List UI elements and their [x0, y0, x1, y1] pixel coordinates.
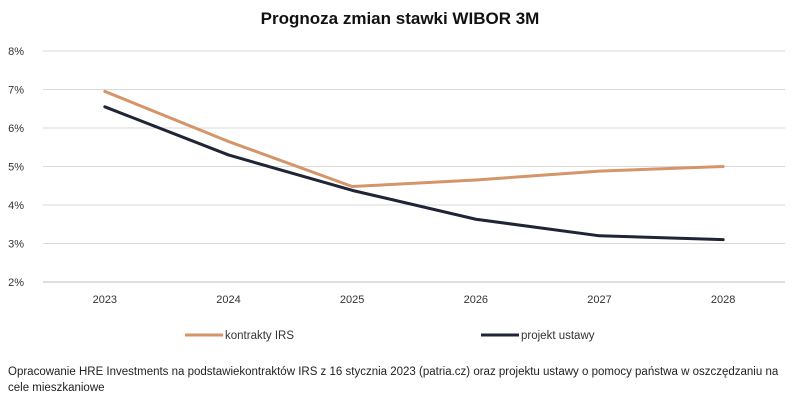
x-tick-label: 2023 [93, 294, 117, 306]
series-line-kontrakty-irs [103, 89, 725, 189]
chart-title: Prognoza zmian stawki WIBOR 3M [261, 9, 540, 28]
y-tick-label: 6% [8, 123, 24, 135]
y-tick-label: 8% [8, 46, 24, 58]
source-note: Opracowanie HRE Investments na podstawie… [8, 366, 779, 394]
series-line-projekt-ustawy [103, 105, 725, 242]
x-tick-label: 2028 [711, 294, 735, 306]
y-tick-label: 3% [8, 239, 24, 251]
x-tick-label: 2026 [464, 294, 488, 306]
y-tick-label: 4% [8, 200, 24, 212]
series-layer [103, 89, 725, 242]
grid-layer [43, 50, 785, 283]
x-tick-label: 2025 [340, 294, 364, 306]
legend-label: projekt ustawy [521, 330, 595, 342]
y-tick-label: 7% [8, 85, 24, 97]
y-axis-ticks: 2% 3% 4% 5% 6% 7% 8% [8, 46, 24, 289]
y-tick-label: 5% [8, 162, 24, 174]
legend: kontrakty IRS projekt ustawy [185, 330, 595, 342]
legend-label: kontrakty IRS [225, 330, 294, 342]
x-tick-label: 2027 [587, 294, 611, 306]
x-tick-label: 2024 [216, 294, 240, 306]
y-tick-label: 2% [8, 277, 24, 289]
x-axis-ticks: 2023 2024 2025 2026 2027 2028 [93, 294, 736, 306]
